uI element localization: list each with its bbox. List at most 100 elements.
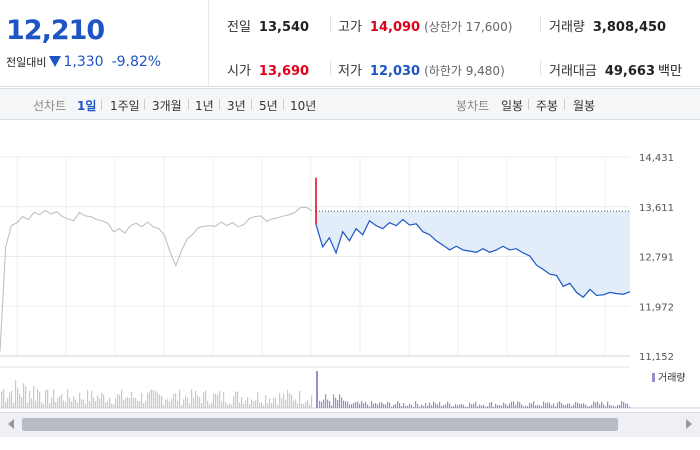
volume-bar	[449, 403, 451, 408]
upper-limit: (상한가 17,600)	[424, 20, 513, 34]
volume-bar	[13, 402, 15, 408]
tab-1week[interactable]: 1주일	[110, 99, 140, 113]
volume-bar	[47, 389, 49, 408]
volume-bar	[507, 405, 509, 408]
volume-bar	[601, 401, 603, 408]
y-tick-label: 13,611	[639, 203, 674, 214]
open-value: 13,690	[258, 64, 310, 79]
volume-bar	[331, 405, 333, 408]
volume-bar	[165, 399, 167, 408]
tab-5years[interactable]: 5년	[259, 99, 278, 113]
volume-bar	[161, 396, 163, 408]
tab-3years[interactable]: 3년	[227, 99, 246, 113]
volume-bar	[413, 406, 415, 408]
volume-bar	[229, 403, 231, 408]
tab-3months[interactable]: 3개월	[152, 99, 182, 113]
volume-bar	[71, 401, 73, 408]
volume-bar	[597, 401, 599, 408]
tab-weekly-candle[interactable]: 주봉	[536, 99, 559, 113]
scroll-left-arrow-icon[interactable]	[8, 419, 14, 429]
volume-bar	[421, 404, 423, 408]
volume-bar	[233, 396, 235, 408]
volume-bar	[383, 403, 385, 408]
volume-bar	[499, 404, 501, 408]
volume-bar	[61, 394, 63, 408]
volume-bar	[437, 404, 439, 408]
volume-bar	[277, 404, 279, 408]
volume-bar	[337, 400, 339, 408]
volume-bar	[591, 404, 593, 408]
y-tick-label: 12,791	[639, 253, 674, 264]
tab-monthly-candle[interactable]: 월봉	[573, 99, 596, 113]
volume-bar	[587, 406, 589, 408]
price-summary: 12,210 전일대비 1,330 -9.82%	[0, 0, 209, 86]
volume-bar	[329, 401, 331, 408]
volume-bar	[375, 403, 377, 408]
volume-bar	[75, 399, 77, 408]
volume-bar	[387, 401, 389, 408]
volume-bar	[565, 404, 567, 408]
volume-bar	[295, 399, 297, 408]
volume-bar	[269, 398, 271, 408]
volume-bar	[153, 390, 155, 408]
volume-bar	[191, 389, 193, 408]
price-chart[interactable]: 14,431 13,611 12,791 11,972 11,152 거래량	[0, 119, 700, 409]
price-change: 전일대비 1,330 -9.82%	[6, 54, 161, 70]
volume-bar	[267, 403, 269, 408]
volume-bar	[185, 395, 187, 408]
volume-bar	[609, 404, 611, 408]
tab-1year[interactable]: 1년	[195, 99, 214, 113]
volume-bar	[241, 397, 243, 408]
volume-bar	[435, 403, 437, 408]
volume-bar	[9, 392, 11, 408]
volume-bar	[307, 400, 309, 408]
candle-chart-label: 봉차트	[456, 99, 490, 113]
divider	[528, 99, 529, 110]
volume-bar	[139, 401, 141, 408]
tab-daily-candle[interactable]: 일봉	[501, 99, 524, 113]
volume-bar	[249, 403, 251, 408]
volume-bar	[107, 401, 109, 408]
volume-bar	[527, 406, 529, 408]
volume-bar	[35, 400, 37, 408]
quote-panel: 12,210 전일대비 1,330 -9.82% 전일 13,540 고가 14,090…	[0, 0, 700, 87]
prev-close-label: 전일	[227, 20, 251, 35]
volume-bar	[105, 402, 107, 408]
volume: 거래량 3,808,450	[549, 16, 666, 35]
volume-bar	[321, 401, 323, 408]
volume-bar	[373, 403, 375, 408]
volume-bar	[617, 404, 619, 408]
volume-bar	[41, 402, 43, 408]
volume-bar	[97, 395, 99, 408]
volume-bar	[441, 405, 443, 408]
volume-bar	[465, 406, 467, 408]
volume-bar	[363, 403, 365, 408]
tab-10years[interactable]: 10년	[290, 99, 317, 113]
volume-bar	[209, 404, 211, 408]
trade-amount-label: 거래대금	[549, 64, 597, 79]
volume-bar	[93, 397, 95, 408]
volume-bar	[163, 404, 165, 408]
volume-bar	[497, 405, 499, 408]
volume-bar	[55, 401, 57, 408]
volume-bar	[31, 398, 33, 408]
chart-scrollbar[interactable]	[0, 412, 700, 437]
line-chart-label: 선차트	[33, 99, 67, 113]
volume-bar	[467, 406, 469, 408]
volume-label: 거래량	[549, 20, 585, 35]
volume-bar	[119, 394, 121, 408]
volume-bar	[275, 398, 277, 408]
high-label: 고가	[338, 20, 362, 35]
volume-bar	[463, 405, 465, 408]
tab-1day[interactable]: 1일	[77, 99, 97, 113]
volume-bar	[585, 404, 587, 408]
volume-bar	[355, 402, 357, 408]
scroll-right-arrow-icon[interactable]	[686, 419, 692, 429]
volume-bar	[431, 405, 433, 408]
scroll-thumb[interactable]	[22, 418, 618, 431]
volume-bar	[85, 403, 87, 408]
volume-bar	[205, 390, 207, 408]
volume-bar	[429, 402, 431, 408]
volume-bar	[347, 401, 349, 408]
volume-bar	[541, 406, 543, 408]
